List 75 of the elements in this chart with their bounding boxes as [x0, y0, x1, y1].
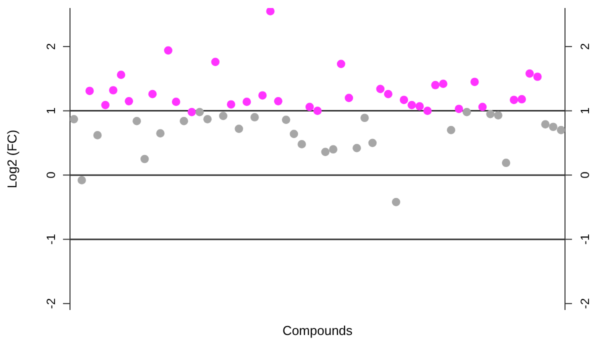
point [423, 106, 432, 115]
point [392, 198, 400, 206]
point [211, 58, 220, 66]
point [439, 80, 448, 88]
point [188, 108, 196, 116]
point [462, 108, 471, 116]
point [195, 108, 204, 116]
point [226, 100, 236, 109]
point [329, 145, 338, 154]
y2-tick-label: -2 [578, 298, 592, 309]
point [352, 144, 361, 152]
point [250, 113, 259, 122]
point [70, 114, 78, 124]
point [478, 102, 487, 112]
point [164, 46, 172, 55]
point [93, 131, 102, 140]
point [502, 158, 510, 168]
point [290, 130, 298, 138]
y2-tick-label: 2 [578, 42, 592, 50]
point [140, 154, 149, 164]
point [368, 138, 377, 148]
point [376, 84, 385, 94]
point [313, 106, 322, 115]
point [518, 95, 526, 104]
y-axis-title: Log2 (FC) [4, 130, 20, 188]
point [148, 90, 157, 98]
point [282, 116, 290, 124]
point [132, 116, 141, 126]
point [533, 72, 542, 81]
point [298, 140, 306, 148]
point [203, 114, 212, 124]
point [234, 124, 244, 133]
point [525, 69, 534, 78]
point [172, 98, 180, 106]
point [446, 126, 456, 134]
point [78, 176, 86, 184]
x-axis-title: Compounds [282, 323, 354, 338]
point [219, 112, 228, 120]
y2-tick-label: -1 [578, 234, 592, 245]
y-tick-label: 2 [44, 42, 58, 50]
point [431, 80, 440, 90]
point [266, 8, 275, 16]
point [274, 96, 282, 106]
point [400, 96, 408, 104]
point [258, 91, 267, 100]
point [494, 111, 502, 120]
point [242, 98, 251, 106]
y-tick-label: -1 [44, 234, 58, 245]
point [384, 90, 392, 98]
point [336, 60, 346, 68]
point [116, 70, 126, 79]
point [124, 96, 134, 106]
point [344, 94, 354, 102]
point [180, 116, 188, 126]
point [321, 148, 330, 156]
point [510, 96, 518, 104]
point [85, 86, 94, 96]
point [101, 100, 110, 110]
point [454, 104, 464, 114]
point [305, 102, 314, 112]
point [470, 78, 479, 86]
point [549, 122, 558, 132]
point [360, 114, 369, 122]
point [486, 110, 495, 118]
point [408, 100, 416, 110]
y-tick-label: -2 [44, 298, 58, 309]
y-tick-label: 0 [44, 171, 58, 178]
point [541, 120, 550, 128]
point [415, 102, 424, 110]
y2-tick-label: 0 [578, 171, 592, 178]
point [156, 129, 165, 138]
y2-tick-label: 1 [578, 107, 592, 114]
point [556, 126, 565, 134]
y-tick-label: 1 [44, 107, 58, 114]
point [109, 86, 118, 94]
